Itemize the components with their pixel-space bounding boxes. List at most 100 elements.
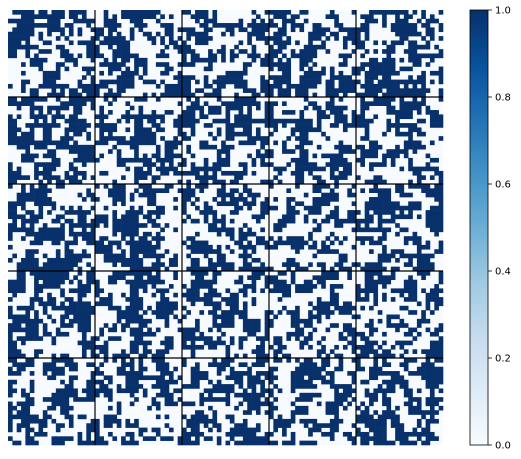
heatmap-cell xyxy=(295,201,300,207)
heatmap-cell xyxy=(377,223,383,228)
heatmap-cell xyxy=(377,275,383,280)
heatmap-cell xyxy=(403,279,409,285)
heatmap-cell xyxy=(86,379,91,385)
heatmap-cell xyxy=(12,279,17,285)
heatmap-cell xyxy=(329,162,335,167)
heatmap-cell xyxy=(77,327,83,333)
heatmap-cell xyxy=(356,284,361,289)
heatmap-cell xyxy=(386,205,392,211)
heatmap-cell xyxy=(390,49,396,54)
heatmap-cell xyxy=(25,423,31,428)
heatmap-cell xyxy=(329,423,335,428)
heatmap-cell xyxy=(47,23,52,28)
heatmap-cell xyxy=(138,366,144,372)
heatmap-cell xyxy=(64,358,70,363)
heatmap-cell xyxy=(8,297,13,302)
heatmap-cell xyxy=(277,271,283,276)
heatmap-cell xyxy=(403,23,409,28)
heatmap-cell xyxy=(369,327,374,333)
heatmap-cell xyxy=(34,44,39,50)
heatmap-cell xyxy=(60,366,65,372)
heatmap-cell xyxy=(212,344,218,350)
heatmap-cell xyxy=(68,366,74,372)
heatmap-cell xyxy=(134,271,139,276)
heatmap-cell xyxy=(399,379,405,385)
heatmap-cell xyxy=(382,14,387,19)
heatmap-cell xyxy=(134,62,139,67)
heatmap-cell xyxy=(155,253,161,259)
heatmap-cell xyxy=(8,349,13,354)
heatmap-cell xyxy=(255,118,261,124)
heatmap-cell xyxy=(290,18,296,24)
heatmap-cell xyxy=(377,79,383,85)
heatmap-cell xyxy=(416,253,422,259)
heatmap-cell xyxy=(38,184,44,189)
heatmap-cell xyxy=(329,288,335,294)
heatmap-cell xyxy=(408,75,413,80)
heatmap-cell xyxy=(382,249,387,254)
heatmap-cell xyxy=(255,136,261,141)
heatmap-cell xyxy=(382,440,387,446)
heatmap-cell xyxy=(90,392,96,398)
heatmap-cell xyxy=(12,201,17,207)
heatmap-cell xyxy=(286,236,292,241)
heatmap-cell xyxy=(195,249,200,254)
heatmap-cell xyxy=(364,214,370,220)
heatmap-cell xyxy=(216,323,222,328)
heatmap-cell xyxy=(386,384,392,389)
heatmap-cell xyxy=(8,344,13,350)
heatmap-cell xyxy=(438,66,444,72)
heatmap-cell xyxy=(308,288,313,294)
heatmap-cell xyxy=(47,231,52,237)
heatmap-cell xyxy=(295,375,300,381)
heatmap-cell xyxy=(260,388,265,394)
heatmap-cell xyxy=(225,231,231,237)
heatmap-cell xyxy=(438,279,444,285)
heatmap-cell xyxy=(316,375,322,381)
heatmap-cell xyxy=(155,314,161,320)
heatmap-cell xyxy=(73,118,78,124)
heatmap-cell xyxy=(269,92,274,98)
heatmap-cell xyxy=(403,79,409,85)
heatmap-cell xyxy=(299,318,305,324)
heatmap-cell xyxy=(421,166,426,172)
heatmap-cell xyxy=(338,397,344,402)
heatmap-cell xyxy=(255,379,261,385)
heatmap-cell xyxy=(412,440,418,446)
heatmap-cell xyxy=(225,297,231,302)
heatmap-cell xyxy=(286,266,292,272)
heatmap-cell xyxy=(125,388,131,394)
heatmap-cell xyxy=(51,79,57,85)
heatmap-cell xyxy=(225,301,231,307)
heatmap-cell xyxy=(338,223,344,228)
heatmap-cell xyxy=(90,88,96,93)
heatmap-cell xyxy=(108,127,113,133)
heatmap-cell xyxy=(342,344,348,350)
heatmap-cell xyxy=(290,27,296,33)
heatmap-cell xyxy=(247,201,252,207)
heatmap-cell xyxy=(425,214,431,220)
heatmap-cell xyxy=(325,36,331,41)
heatmap-cell xyxy=(408,257,413,263)
heatmap-cell xyxy=(386,397,392,402)
heatmap-cell xyxy=(134,244,139,250)
heatmap-cell xyxy=(208,166,213,172)
heatmap-cell xyxy=(364,414,370,420)
heatmap-cell xyxy=(286,336,292,341)
heatmap-cell xyxy=(364,205,370,211)
heatmap-cell xyxy=(190,27,196,33)
heatmap-cell xyxy=(369,240,374,246)
heatmap-cell xyxy=(116,401,122,407)
heatmap-cell xyxy=(203,279,209,285)
heatmap-cell xyxy=(147,349,152,354)
heatmap-cell xyxy=(195,166,200,172)
heatmap-cell xyxy=(312,175,318,180)
heatmap-cell xyxy=(147,405,152,411)
heatmap-cell xyxy=(173,292,178,298)
heatmap-cell xyxy=(329,188,335,193)
heatmap-cell xyxy=(77,301,83,307)
heatmap-cell xyxy=(47,414,52,420)
heatmap-cell xyxy=(321,27,326,33)
heatmap-cell xyxy=(390,79,396,85)
heatmap-cell xyxy=(329,101,335,106)
